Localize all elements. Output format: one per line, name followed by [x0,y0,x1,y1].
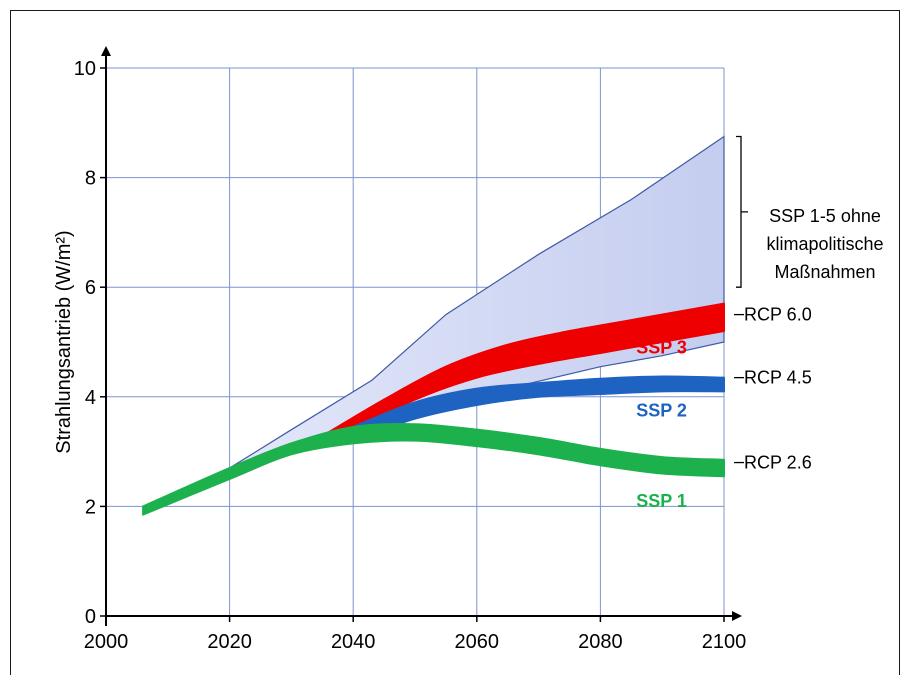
series-band-ssp-1 [142,422,725,516]
bracket-text-line-2: klimapolitische [766,234,883,254]
y-tick-label-2: 2 [85,496,96,518]
series-band-ssp-2 [352,375,725,442]
x-tick-label-2020: 2020 [207,631,252,653]
x-tick-label-2080: 2080 [578,631,623,653]
x-axis-arrow [732,611,742,621]
y-tick-label-10: 10 [74,58,96,80]
ssp-label-SSP3: SSP 3 [636,337,687,357]
x-tick-label-2040: 2040 [331,631,376,653]
rcp-label-RCP45: RCP 4.5 [744,368,812,388]
series-layer [142,302,725,516]
y-tick-label-8: 8 [85,168,96,190]
y-axis-arrow [101,46,111,56]
y-tick-label-0: 0 [85,606,96,628]
x-tick-label-2000: 2000 [84,631,129,653]
series-band-ssp-3 [327,302,725,437]
chart-frame [10,10,900,675]
ssp-bracket [736,135,748,288]
y-tick-label-6: 6 [85,277,96,299]
rcp-label-RCP60: RCP 6.0 [744,305,812,325]
x-tick-label-2100: 2100 [702,631,747,653]
axes [100,46,742,626]
bracket-text-line-1: SSP 1-5 ohne [769,206,881,226]
y-axis-label: Strahlungsantrieb (W/m²) [53,230,75,453]
bracket-text-line-3: Maßnahmen [774,262,875,282]
x-tick-label-2060: 2060 [455,631,500,653]
annotations: SSP 1-5 ohne klimapolitische Maßnahmen RCP … [636,135,884,511]
y-tick-label-4: 4 [85,387,96,409]
rcp-label-RCP26: RCP 2.6 [744,453,812,473]
ssp-label-SSP1: SSP 1 [636,491,687,511]
tick-labels: 2000 2020 2040 2060 2080 2100 0 2 4 6 8 10 [74,58,747,653]
ssp-label-SSP2: SSP 2 [636,401,687,421]
